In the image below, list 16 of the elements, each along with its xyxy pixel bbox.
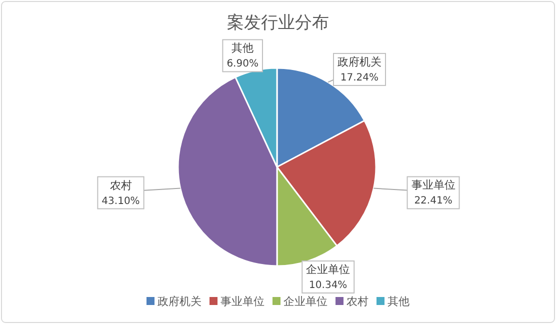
data-label: 6.90% — [226, 58, 258, 70]
chart-title: 案发行业分布 — [227, 13, 329, 33]
legend-label: 政府机关 — [158, 295, 202, 308]
slice-label: 事业单位 — [411, 178, 456, 192]
legend-label: 农村 — [346, 295, 368, 308]
data-label: 22.41% — [414, 196, 452, 207]
legend-label: 企业单位 — [284, 295, 328, 308]
slice-label: 其他 — [232, 42, 254, 55]
legend-label: 事业单位 — [220, 295, 264, 308]
data-label: 17.24% — [340, 72, 379, 84]
data-label: 43.10% — [102, 196, 140, 207]
legend-label: 其他 — [388, 295, 410, 308]
data-label: 10.34% — [309, 280, 348, 291]
slice-label: 政府机关 — [337, 55, 382, 68]
slice-label: 农村 — [110, 178, 132, 192]
slice-label: 企业单位 — [306, 262, 350, 276]
